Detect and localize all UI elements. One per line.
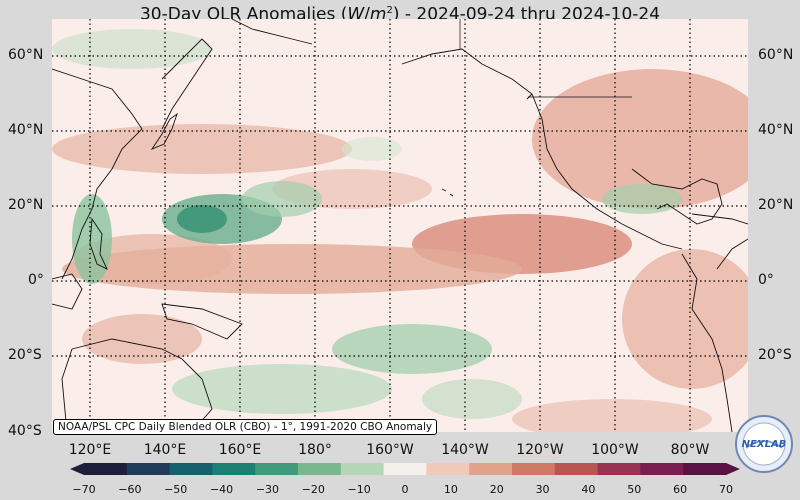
colorbar-tick-label: −10	[347, 483, 371, 496]
colorbar-segment	[554, 463, 599, 475]
colorbar-tick-label: −20	[301, 483, 325, 496]
colorbar-arrow-left	[70, 463, 84, 475]
colorbar-segment	[126, 463, 171, 475]
colorbar-tick-label: 30	[535, 483, 550, 496]
lat-label-right: 60°N	[758, 47, 794, 63]
colorbar-tick-label: −40	[209, 483, 234, 496]
lon-label: 140°E	[143, 442, 187, 458]
lon-label: 100°W	[591, 442, 639, 458]
colorbar-tick-label: 10	[443, 483, 458, 496]
colorbar-tick-label: 40	[581, 483, 596, 496]
lon-label: 160°W	[366, 442, 414, 458]
colorbar-segment	[640, 463, 684, 475]
lon-label: 120°E	[68, 442, 112, 458]
colorbar-tick-label: −70	[72, 483, 96, 496]
lat-label-left: 40°N	[8, 122, 44, 138]
colorbar-segment	[512, 463, 556, 475]
colorbar-segment	[340, 463, 385, 475]
nexlab-logo: NEXLAB	[735, 415, 793, 473]
colorbar-segment	[84, 463, 128, 475]
lon-label: 80°W	[670, 442, 710, 458]
colorbar-segment	[298, 463, 342, 475]
colorbar-segment	[383, 463, 427, 475]
colorbar-tick-label: 60	[673, 483, 688, 496]
lon-label: 180°	[298, 442, 332, 458]
lat-label-left: 20°N	[8, 197, 44, 213]
colorbar-segment	[683, 463, 727, 475]
graticule	[52, 19, 748, 432]
colorbar-segment	[426, 463, 470, 475]
colorbar-tick-label: −50	[164, 483, 188, 496]
colorbar-tick-label: 70	[719, 483, 733, 496]
colorbar-segment	[255, 463, 299, 475]
lat-label-left: 0°	[28, 272, 44, 288]
lat-label-right: 0°	[758, 272, 774, 288]
anomaly-field	[52, 29, 748, 432]
svg-text:NEXLAB: NEXLAB	[742, 439, 787, 450]
lon-label: 160°E	[218, 442, 262, 458]
olr-anomaly-map	[52, 19, 748, 432]
colorbar	[70, 463, 740, 475]
lat-label-left: 40°S	[8, 423, 42, 439]
colorbar-arrow-right	[726, 463, 740, 475]
lat-label-left: 60°N	[8, 47, 44, 63]
lon-label: 120°W	[516, 442, 564, 458]
lon-label: 140°W	[441, 442, 489, 458]
colorbar-tick-label: −60	[118, 483, 142, 496]
lat-label-left: 20°S	[8, 347, 42, 363]
colorbar-tick-label: 50	[627, 483, 642, 496]
colorbar-tick-label: 0	[401, 483, 409, 496]
colorbar-segment	[212, 463, 256, 475]
data-source-credit: NOAA/PSL CPC Daily Blended OLR (CBO) - 1…	[53, 419, 438, 435]
colorbar-segment	[169, 463, 213, 475]
lat-label-right: 20°N	[758, 197, 794, 213]
colorbar-segment	[597, 463, 641, 475]
colorbar-segment	[469, 463, 513, 475]
colorbar-tick-label: 20	[489, 483, 504, 496]
colorbar-tick-label: −30	[255, 483, 280, 496]
lat-label-right: 20°S	[758, 347, 792, 363]
lat-label-right: 40°N	[758, 122, 794, 138]
